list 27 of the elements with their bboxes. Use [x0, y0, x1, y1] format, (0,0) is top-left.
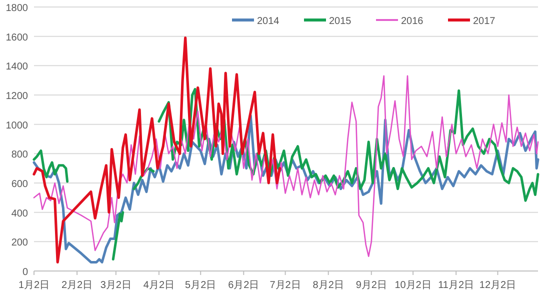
y-tick-label: 600	[11, 179, 28, 190]
x-tick-label: 5月2日	[185, 280, 216, 291]
x-tick-label: 3月2日	[100, 280, 132, 291]
x-tick-label: 12月2日	[479, 280, 516, 291]
legend-label: 2015	[329, 16, 352, 27]
y-tick-label: 1200	[6, 91, 28, 102]
legend-label: 2017	[473, 16, 496, 27]
x-tick-label: 8月2日	[312, 280, 344, 291]
x-tick-label: 9月2日	[356, 280, 387, 291]
y-tick-label: 1600	[6, 32, 28, 44]
legend-label: 2014	[257, 16, 280, 27]
line-series	[32, 36, 282, 264]
y-tick-label: 800	[11, 150, 28, 161]
x-tick-label: 10月2日	[394, 280, 432, 291]
x-tick-label: 11月2日	[438, 280, 474, 291]
x-tick-label: 6月2日	[228, 280, 260, 291]
y-tick-label: 1800	[6, 3, 28, 14]
x-tick-label: 4月2日	[143, 280, 175, 291]
legend-label: 2016	[401, 16, 424, 27]
y-tick-label: 200	[11, 238, 28, 249]
x-tick-label: 7月2日	[270, 280, 301, 291]
y-tick-label: 0	[22, 267, 28, 278]
y-tick-label: 1000	[6, 120, 28, 132]
x-tick-label: 1月2日	[18, 280, 50, 291]
y-tick-label: 1400	[6, 62, 28, 73]
y-tick-label: 400	[11, 208, 28, 220]
x-tick-label: 2月2日	[61, 280, 93, 291]
